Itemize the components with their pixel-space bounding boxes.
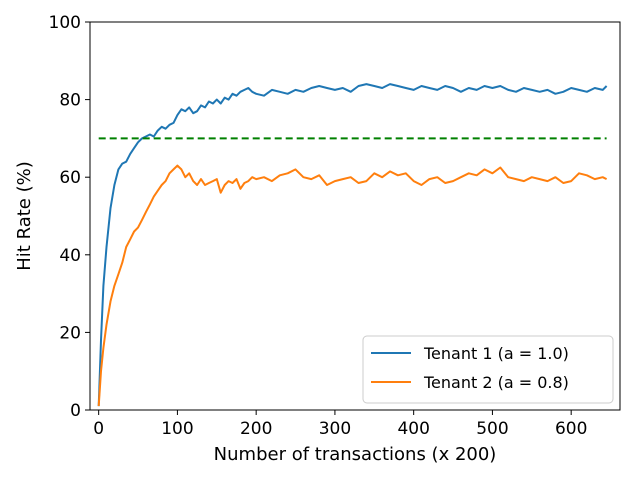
x-tick-label: 200	[240, 419, 272, 439]
plot-lines	[97, 83, 608, 407]
y-axis-label: Hit Rate (%)	[14, 161, 35, 270]
legend: Tenant 1 (a = 1.0) Tenant 2 (a = 0.8)	[362, 335, 614, 404]
y-tick-label: 0	[70, 401, 81, 421]
y-tick-label: 100	[49, 13, 81, 33]
plot-frame	[89, 21, 621, 411]
legend-label-tenant-1: Tenant 1 (a = 1.0)	[423, 344, 569, 363]
y-axis-ticks: 0 20 40 60 80 100	[49, 13, 90, 421]
legend-label-tenant-2: Tenant 2 (a = 0.8)	[423, 373, 569, 392]
x-tick-label: 300	[319, 419, 351, 439]
y-tick-label: 40	[59, 246, 81, 266]
series-line-1	[97, 83, 608, 407]
x-tick-label: 600	[555, 419, 587, 439]
x-axis-ticks: 0 100 200 300 400 500 600	[93, 410, 587, 439]
y-tick-label: 80	[59, 91, 81, 111]
y-tick-label: 60	[59, 168, 81, 188]
x-tick-label: 100	[161, 419, 193, 439]
legend-box	[362, 335, 614, 404]
x-tick-label: 400	[397, 419, 429, 439]
x-tick-label: 500	[476, 419, 508, 439]
y-tick-label: 20	[59, 323, 81, 343]
x-axis-label: Number of transactions (x 200)	[214, 444, 497, 465]
series-line-2	[97, 164, 608, 407]
x-tick-label: 0	[93, 419, 104, 439]
